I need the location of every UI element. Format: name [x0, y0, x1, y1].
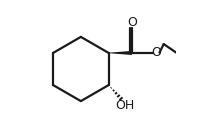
Text: O: O — [127, 16, 137, 29]
Text: OH: OH — [115, 99, 135, 112]
Text: O: O — [152, 46, 161, 59]
Polygon shape — [109, 51, 132, 55]
